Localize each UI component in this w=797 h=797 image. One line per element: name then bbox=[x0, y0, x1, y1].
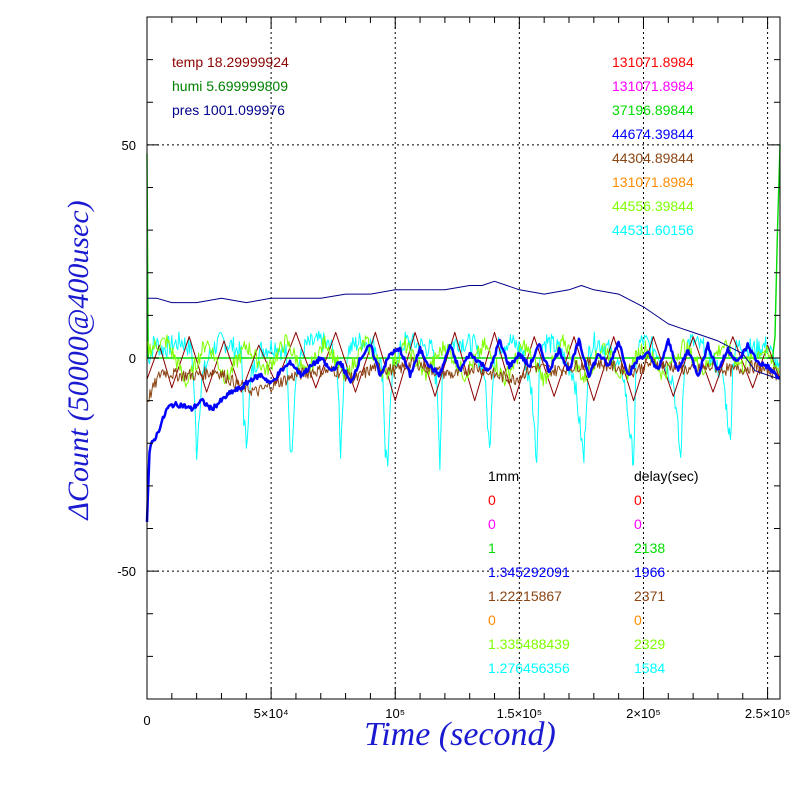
ticks: 0 5×10⁴ 10⁵ 1.5×10⁵ 2×10⁵ 2.5×10⁵ -50 0 50 bbox=[117, 16, 791, 728]
env-label: humi 5.699999809 bbox=[172, 78, 288, 94]
series-line-blue bbox=[145, 337, 781, 522]
y-tick-label: -50 bbox=[117, 564, 136, 579]
table-cell-mm: 1.335488439 bbox=[488, 636, 570, 652]
series-line-temp bbox=[146, 331, 781, 402]
table-cell-delay: 1966 bbox=[634, 564, 665, 580]
y-tick-label: 50 bbox=[122, 138, 136, 153]
table-cell-mm: 0 bbox=[488, 492, 496, 508]
channel-value: 44556.39844 bbox=[612, 198, 694, 214]
series-layer bbox=[145, 144, 781, 522]
x-tick-label: 2×10⁵ bbox=[626, 706, 661, 721]
x-tick-label: 10⁵ bbox=[385, 706, 405, 721]
channel-value: 44304.89844 bbox=[612, 150, 694, 166]
table-header-delay: delay(sec) bbox=[634, 468, 699, 484]
table-cell-mm: 1.276456356 bbox=[488, 660, 570, 676]
annotations: temp 18.29999924 humi 5.699999809 pres 100… bbox=[172, 54, 699, 676]
y-tick-label: 0 bbox=[129, 351, 136, 366]
table-cell-mm: 1.345292091 bbox=[488, 564, 570, 580]
table-cell-delay: 1584 bbox=[634, 660, 665, 676]
series-line-pres bbox=[147, 280, 781, 380]
y-axis-title: ΔCount (50000@400usec) bbox=[62, 200, 95, 520]
env-label: temp 18.29999924 bbox=[172, 54, 289, 70]
channel-value: 44674.39844 bbox=[612, 126, 694, 142]
table-cell-delay: 2329 bbox=[634, 636, 665, 652]
channel-value: 44531.60156 bbox=[612, 222, 694, 238]
channel-value: 37196.89844 bbox=[612, 102, 694, 118]
table-cell-delay: 0 bbox=[634, 516, 642, 532]
channel-value: 131071.8984 bbox=[612, 174, 694, 190]
table-cell-mm: 0 bbox=[488, 612, 496, 628]
table-cell-delay: 2138 bbox=[634, 540, 665, 556]
table-cell-delay: 0 bbox=[634, 612, 642, 628]
table-cell-mm: 0 bbox=[488, 516, 496, 532]
table-cell-mm: 1 bbox=[488, 540, 496, 556]
env-label: pres 1001.099976 bbox=[172, 102, 285, 118]
x-tick-label: 5×10⁴ bbox=[254, 706, 289, 721]
table-cell-delay: 0 bbox=[634, 492, 642, 508]
series-line-brown bbox=[146, 356, 780, 402]
table-cell-mm: 1.22215867 bbox=[488, 588, 562, 604]
table-header-mm: 1mm bbox=[488, 468, 519, 484]
table-cell-delay: 2371 bbox=[634, 588, 665, 604]
x-axis-title: Time (second) bbox=[364, 716, 556, 753]
x-tick-label: 0 bbox=[143, 713, 150, 728]
x-tick-label: 2.5×10⁵ bbox=[745, 706, 791, 721]
series-line-cyan bbox=[146, 330, 780, 471]
x-tick-label: 1.5×10⁵ bbox=[497, 706, 543, 721]
channel-value: 131071.8984 bbox=[612, 54, 694, 70]
channel-value: 131071.8984 bbox=[612, 78, 694, 94]
